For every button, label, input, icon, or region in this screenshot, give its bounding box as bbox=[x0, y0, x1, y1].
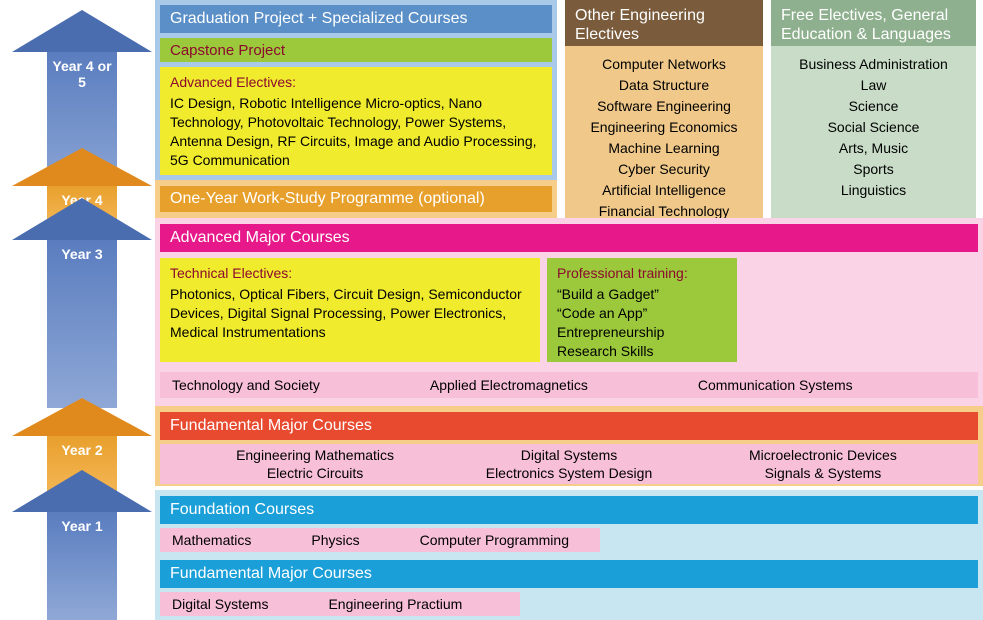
list-item: Data Structure bbox=[571, 75, 757, 96]
year-arrow: Year 3 bbox=[12, 198, 152, 408]
adv-course-2: Applied Electromagnetics bbox=[430, 377, 588, 393]
advanced-electives-box: Advanced Electives: IC Design, Robotic I… bbox=[160, 67, 552, 175]
fund-c-1: Engineering Mathematics bbox=[190, 447, 440, 463]
free-electives-header: Free Electives, General Education & Lang… bbox=[771, 0, 976, 46]
list-item: Arts, Music bbox=[777, 138, 970, 159]
list-item: “Code an App” bbox=[557, 304, 727, 323]
fund-c-3: Microelectronic Devices bbox=[698, 447, 948, 463]
list-item: Cyber Security bbox=[571, 159, 757, 180]
technical-electives-heading: Technical Electives: bbox=[170, 264, 530, 283]
fund-major2-header: Fundamental Major Courses bbox=[160, 560, 978, 588]
curriculum-content: Graduation Project + Specialized Courses… bbox=[155, 0, 983, 620]
list-item: Artificial Intelligence bbox=[571, 180, 757, 201]
free-electives-body: Business AdministrationLawScienceSocial … bbox=[771, 46, 976, 218]
technical-electives-box: Technical Electives: Photonics, Optical … bbox=[160, 258, 540, 362]
foundation-header: Foundation Courses bbox=[160, 496, 978, 524]
foundation-c-2: Physics bbox=[311, 532, 359, 548]
list-item: Entrepreneurship bbox=[557, 323, 727, 342]
fund-c-4: Electric Circuits bbox=[190, 465, 440, 481]
advanced-electives-body: IC Design, Robotic Intelligence Micro-op… bbox=[170, 94, 542, 170]
capstone-box: Capstone Project bbox=[160, 38, 552, 62]
foundation-c-3: Computer Programming bbox=[420, 532, 569, 548]
technical-electives-body: Photonics, Optical Fibers, Circuit Desig… bbox=[170, 285, 530, 342]
adv-major-header: Advanced Major Courses bbox=[160, 224, 978, 252]
list-item: Engineering Economics bbox=[571, 117, 757, 138]
fund-major-header: Fundamental Major Courses bbox=[160, 412, 978, 440]
list-item: “Build a Gadget” bbox=[557, 285, 727, 304]
list-item: Business Administration bbox=[777, 54, 970, 75]
grad-project-header: Graduation Project + Specialized Courses bbox=[160, 5, 552, 33]
year-arrow: Year 1 bbox=[12, 470, 152, 620]
adv-courses-row: Technology and Society Applied Electroma… bbox=[160, 372, 978, 398]
foundation-row: Mathematics Physics Computer Programming bbox=[160, 528, 600, 552]
professional-training-body: “Build a Gadget”“Code an App”Entrepreneu… bbox=[557, 285, 727, 361]
list-item: Sports bbox=[777, 159, 970, 180]
fund2-c-1: Digital Systems bbox=[172, 596, 268, 612]
list-item: Machine Learning bbox=[571, 138, 757, 159]
other-electives-body: Computer NetworksData StructureSoftware … bbox=[565, 46, 763, 218]
professional-training-heading: Professional training: bbox=[557, 264, 727, 283]
year-arrows-column: Year 4 or 5Year 4Year 3Year 2Year 1 bbox=[0, 0, 155, 620]
other-electives-column: Other Engineering Electives Computer Net… bbox=[565, 0, 763, 218]
list-item: Linguistics bbox=[777, 180, 970, 201]
other-electives-header: Other Engineering Electives bbox=[565, 0, 763, 46]
list-item: Law bbox=[777, 75, 970, 96]
list-item: Science bbox=[777, 96, 970, 117]
list-item: Software Engineering bbox=[571, 96, 757, 117]
fund-c-6: Signals & Systems bbox=[698, 465, 948, 481]
fund-c-5: Electronics System Design bbox=[444, 465, 694, 481]
professional-training-box: Professional training: “Build a Gadget”“… bbox=[547, 258, 737, 362]
free-electives-column: Free Electives, General Education & Lang… bbox=[771, 0, 976, 218]
list-item: Computer Networks bbox=[571, 54, 757, 75]
fund2-row: Digital Systems Engineering Practium bbox=[160, 592, 520, 616]
foundation-c-1: Mathematics bbox=[172, 532, 251, 548]
advanced-electives-heading: Advanced Electives: bbox=[170, 73, 542, 92]
fund-c-2: Digital Systems bbox=[444, 447, 694, 463]
fund-courses-row: Engineering Mathematics Digital Systems … bbox=[160, 444, 978, 484]
fund2-c-2: Engineering Practium bbox=[328, 596, 462, 612]
adv-course-1: Technology and Society bbox=[172, 377, 320, 393]
list-item: Social Science bbox=[777, 117, 970, 138]
workstudy-band: One-Year Work-Study Programme (optional) bbox=[160, 186, 552, 212]
adv-course-3: Communication Systems bbox=[698, 377, 853, 393]
list-item: Research Skills bbox=[557, 342, 727, 361]
